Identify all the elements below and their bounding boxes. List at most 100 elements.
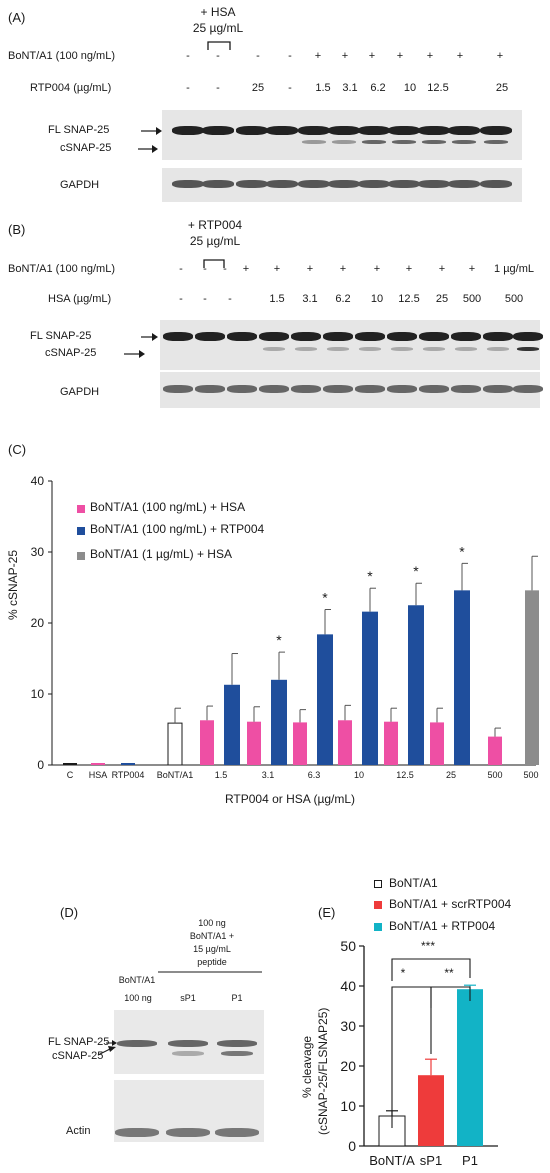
panel-b-row1-value: + [273,263,281,275]
panel-a-hsa-line1: + HSA [200,5,236,19]
panel-d-lane2: sP1 [180,993,196,1003]
panel-d-fl-band [217,1040,257,1047]
panel-c-legend-swatch [77,527,85,535]
panel-b-row1-value: + [405,263,413,275]
panel-b-fl-band [483,332,513,341]
panel-a-c-band [422,140,446,144]
panel-c-bar-rtp004 [362,611,378,765]
panel-b-row1-value: + [438,263,446,275]
panel-c-legend-label: BoNT/A1 (1 µg/mL) + HSA [90,547,232,561]
panel-a-c-band [452,140,476,144]
panel-b-row2-value: 3.1 [302,293,318,305]
panel-d-lane1-top: BoNT/A1 [118,975,156,985]
panel-b-gapdh-band [451,385,481,393]
panel-b-gapdh-band [291,385,321,393]
panel-b-row2-value: 6.2 [335,293,351,305]
panel-e-y-tick-label: 40 [340,978,356,994]
panel-c-x-tick-label: 500 [523,770,538,780]
panel-a-c-band [484,140,508,144]
panel-a-row1-value: + [426,50,434,62]
panel-a-c-band [362,140,386,144]
panel-b-gapdh-band [163,385,193,393]
panel-c-x-tick-label: HSA [89,770,108,780]
panel-a-row1-value: + [368,50,376,62]
panel-c-bar-hsa [91,763,105,765]
panel-c-bar-hsa [338,720,352,765]
panel-b-c-band [455,347,477,351]
panel-e-legend-swatch [374,880,382,888]
panel-a-fl-band [480,126,512,135]
panel-d-c-band [221,1051,253,1056]
panel-c-legend-label: BoNT/A1 (100 ng/mL) + HSA [90,500,246,514]
panel-b-gapdh-band [259,385,289,393]
panel-c-bar-high_dose [525,590,539,765]
panel-d-header3: 15 µg/mL [193,944,231,954]
panel-a-fl-band [202,126,234,135]
panel-a-gapdh-band [358,180,390,188]
panel-b-fl-band [291,332,321,341]
panel-c-x-tick-label: 25 [446,770,456,780]
panel-c-bar-hsa [384,721,398,765]
panel-b-gapdh-band [419,385,449,393]
panel-b-row1-value: + [339,263,347,275]
panel-c-bar-hsa [247,721,261,765]
panel-b-fl-band [513,332,543,341]
panel-b-c-band [391,347,413,351]
panel-e-y-tick-label: 20 [340,1058,356,1074]
panel-a-row1-value: + [496,50,504,62]
panel-b-fl-band [451,332,481,341]
panel-b-c-band [263,347,285,351]
panel-b-row2-label: HSA (µg/mL) [48,293,112,305]
panel-b-gapdh-label: GAPDH [60,386,100,398]
panel-d-actin-band [215,1128,259,1137]
panel-a-gapdh-band [298,180,330,188]
panel-a-gapdh-label: GAPDH [60,179,100,191]
panel-b-fl-band [323,332,353,341]
panel-b-row1-value: 1 µg/mL [494,263,534,275]
panel-b-gapdh-band [355,385,385,393]
panel-b-c-band [517,347,539,351]
panel-b-bracket [203,259,225,268]
panel-e-bar [418,1075,444,1146]
panel-a-gapdh-band [172,180,204,188]
panel-c-legend-swatch [77,505,85,513]
panel-a-fl-band [448,126,480,135]
panel-e-y-tick-label: 0 [348,1138,356,1154]
panel-b-gapdh-band [323,385,353,393]
panel-b-row1-label: BoNT/A1 (100 ng/mL) [8,263,115,275]
panel-b-row1-value: - [179,263,183,275]
panel-e-sig2: ** [444,966,454,980]
panel-b-c-label: cSNAP-25 [45,347,97,359]
panel-b-row2-value: 10 [370,293,384,305]
panel-a-arrows [138,127,162,153]
panel-c-bar-hsa [488,736,502,765]
panel-c-x-tick-label: C [67,770,74,780]
panel-b-gapdh-band [387,385,417,393]
panel-b-fl-band [355,332,385,341]
panel-c-bar-hsa [293,722,307,765]
panel-a-fl-band [236,126,268,135]
panel-c-x-tick-label: BoNT/A1 [157,770,194,780]
panel-a-row2-value: 6.2 [370,82,386,94]
panel-e-legend-label: BoNT/A1 + RTP004 [389,919,496,933]
panel-b-c-band [295,347,317,351]
panel-c-sig-marker: * [413,563,419,579]
panel-b-row2-value: 500 [462,293,482,305]
panel-d-label: (D) [60,905,79,920]
panel-c-x-tick-label: 3.1 [262,770,275,780]
panel-d-fl-label: FL SNAP-25 [48,1036,110,1048]
panel-a-row1-value: - [256,50,260,62]
panel-c-y-tick-label: 30 [31,545,45,559]
panel-b-row1-value: + [373,263,381,275]
panel-a-hsa-line2: 25 µg/mL [192,21,244,35]
panel-b-gapdh-band [513,385,543,393]
panel-b-fl-band [387,332,417,341]
panel-e-x-tick-label: P1 [462,1153,478,1168]
panel-e-legend-label: BoNT/A1 + scrRTP004 [389,897,512,911]
panel-c-bar-rtp004 [121,763,135,765]
panel-a-gapdh-band [480,180,512,188]
panel-c-bar-rtp004 [271,679,287,765]
panel-e-bracket-sp1-p1 [430,986,471,1008]
panel-d-c-band [172,1051,204,1056]
